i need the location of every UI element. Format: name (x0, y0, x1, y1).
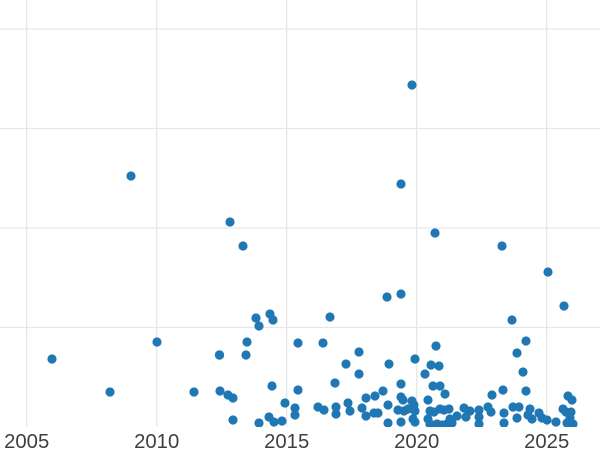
svg-text:2020: 2020 (394, 431, 439, 450)
svg-text:2005: 2005 (4, 431, 49, 450)
svg-text:2010: 2010 (134, 431, 179, 450)
svg-text:2015: 2015 (264, 431, 309, 450)
svg-text:2025: 2025 (524, 431, 569, 450)
